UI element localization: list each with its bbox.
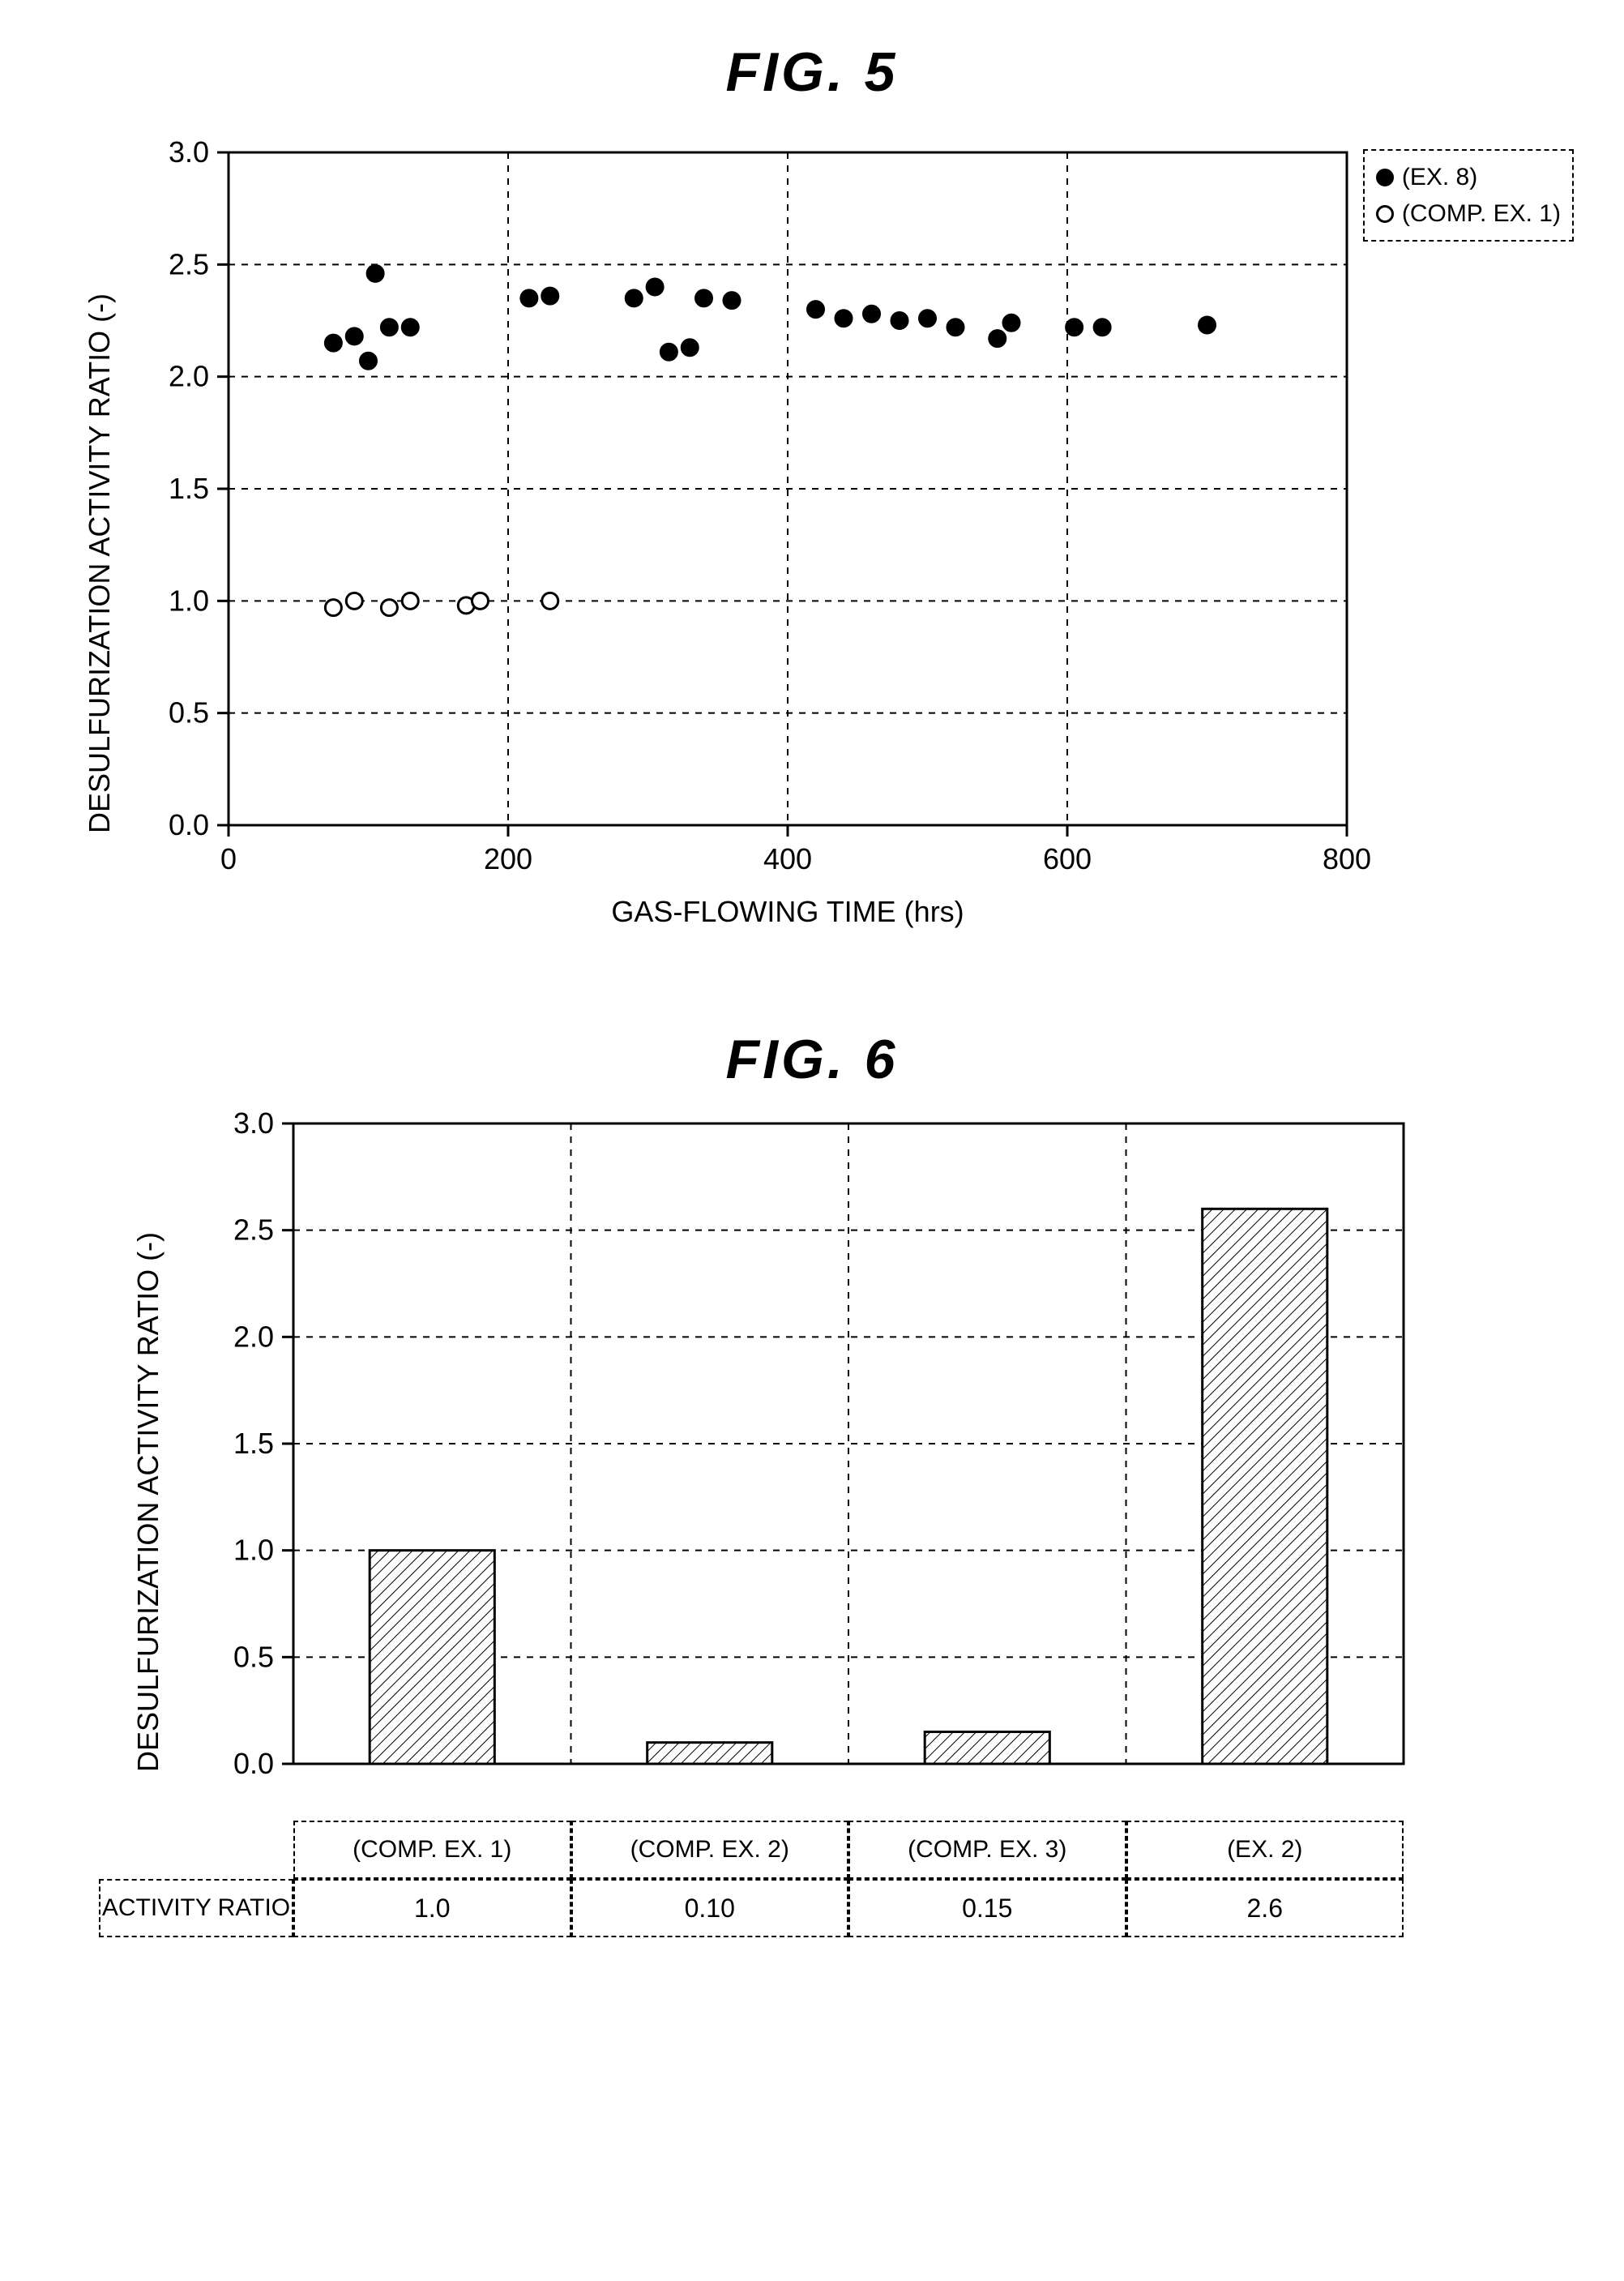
svg-text:2.0: 2.0 xyxy=(169,360,209,393)
fig5-svg: 0 200 400 600 800 0.0 0.5 1.0 1.5 2.0 2.5 3.0 xyxy=(50,128,1574,890)
legend-item: (EX. 8) xyxy=(1376,159,1561,195)
svg-text:1.5: 1.5 xyxy=(169,472,209,505)
fig6-value-cell: 1.0 xyxy=(293,1879,571,1937)
fig6-category-cell: (COMP. EX. 3) xyxy=(848,1821,1126,1879)
fig5-chart: DESULFURIZATION ACTIVITY RATIO (-) 0 200 4… xyxy=(50,128,1574,939)
fig6-title: FIG. 6 xyxy=(49,1028,1575,1091)
fig5-legend: (EX. 8)(COMP. EX. 1) xyxy=(1363,149,1574,242)
svg-text:0.5: 0.5 xyxy=(233,1640,274,1673)
fig6-value-cell: 0.10 xyxy=(571,1879,849,1937)
svg-text:1.0: 1.0 xyxy=(233,1534,274,1567)
svg-text:1.5: 1.5 xyxy=(233,1427,274,1460)
svg-text:0.5: 0.5 xyxy=(169,696,209,730)
fig5-ylabel: DESULFURIZATION ACTIVITY RATIO (-) xyxy=(83,293,117,833)
fig6-value-cell: 2.6 xyxy=(1126,1879,1404,1937)
svg-text:200: 200 xyxy=(484,842,532,875)
fig6-chart: DESULFURIZATION ACTIVITY RATIO (-) 0.00.… xyxy=(99,1107,1525,1966)
svg-text:0.0: 0.0 xyxy=(233,1747,274,1780)
svg-text:800: 800 xyxy=(1323,842,1371,875)
svg-text:2.0: 2.0 xyxy=(233,1320,274,1353)
fig6-ylabel: DESULFURIZATION ACTIVITY RATIO (-) xyxy=(131,1232,165,1772)
svg-text:400: 400 xyxy=(763,842,812,875)
svg-text:2.5: 2.5 xyxy=(233,1213,274,1247)
fig6-value-cell: 0.15 xyxy=(848,1879,1126,1937)
fig6-category-cell: (COMP. EX. 1) xyxy=(293,1821,571,1879)
fig6-category-cell: (EX. 2) xyxy=(1126,1821,1404,1879)
svg-text:0: 0 xyxy=(220,842,237,875)
legend-marker-icon xyxy=(1376,205,1394,223)
legend-label: (EX. 8) xyxy=(1402,159,1477,195)
svg-text:2.5: 2.5 xyxy=(169,247,209,280)
page: FIG. 5 DESULFURIZATION ACTIVITY RATIO (-… xyxy=(0,0,1624,2281)
legend-item: (COMP. EX. 1) xyxy=(1376,195,1561,232)
legend-label: (COMP. EX. 1) xyxy=(1402,195,1561,232)
svg-text:3.0: 3.0 xyxy=(233,1107,274,1140)
fig6-svg: 0.0 0.5 1.0 1.5 2.0 2.5 3.0 xyxy=(99,1107,1525,1821)
fig6-category-cell: (COMP. EX. 2) xyxy=(571,1821,849,1879)
svg-text:3.0: 3.0 xyxy=(169,135,209,169)
fig5-xlabel: GAS-FLOWING TIME (hrs) xyxy=(229,895,1347,929)
svg-text:1.0: 1.0 xyxy=(169,584,209,617)
svg-text:600: 600 xyxy=(1043,842,1092,875)
fig6-row-label: ACTIVITY RATIO xyxy=(99,1879,293,1937)
fig6-table: (COMP. EX. 1)(COMP. EX. 2)(COMP. EX. 3)(… xyxy=(99,1821,1404,1937)
legend-marker-icon xyxy=(1376,169,1394,186)
fig5-title: FIG. 5 xyxy=(49,41,1575,104)
svg-text:0.0: 0.0 xyxy=(169,808,209,841)
